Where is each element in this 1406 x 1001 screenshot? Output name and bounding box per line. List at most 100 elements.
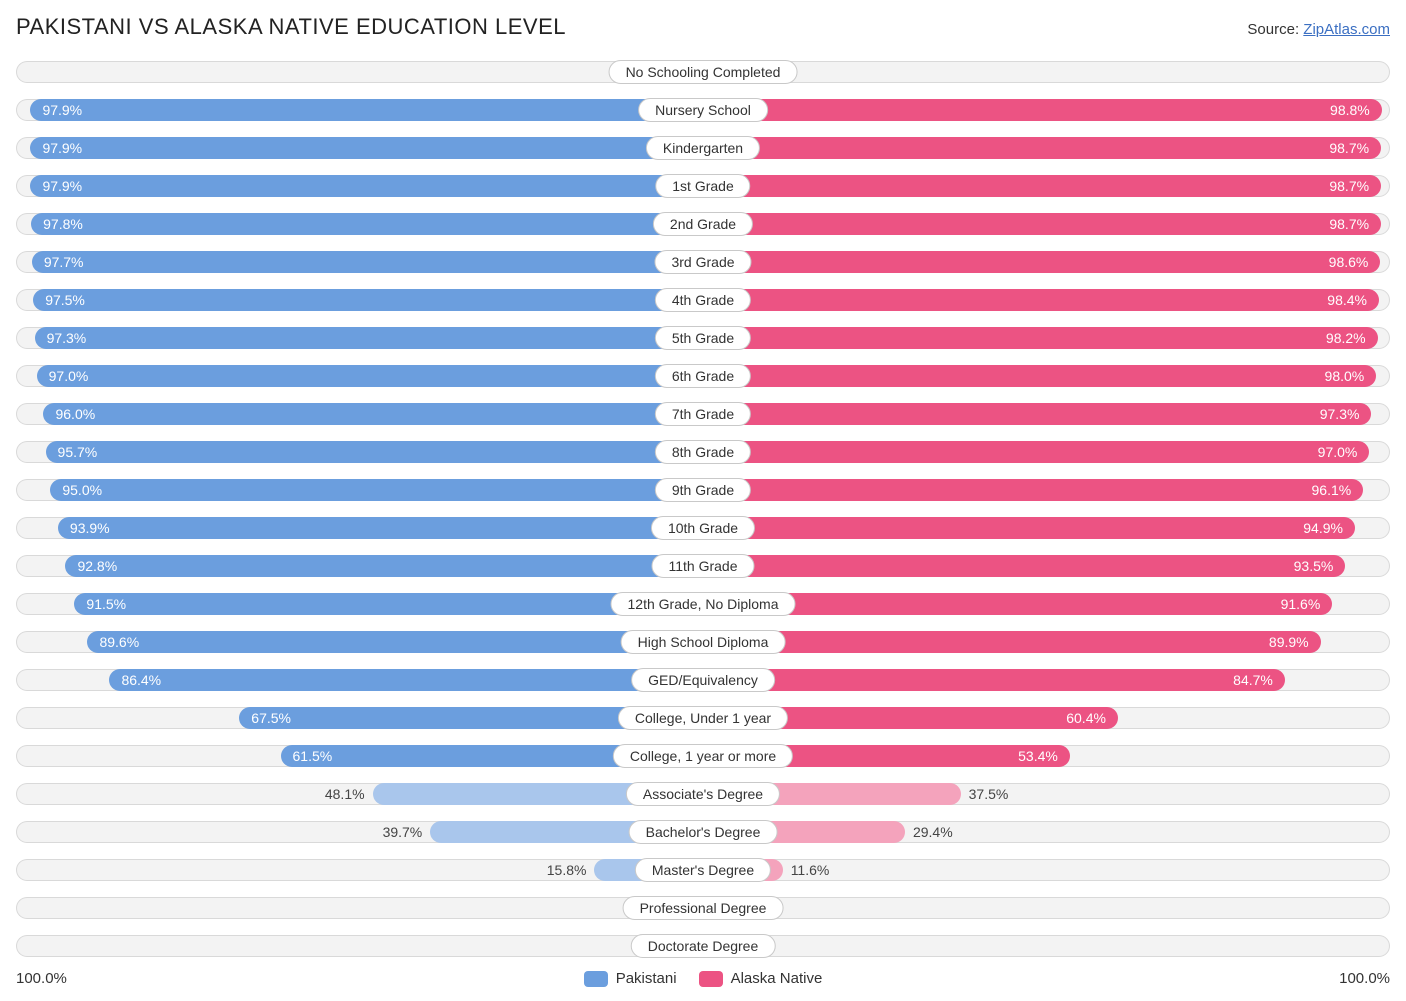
category-label: Doctorate Degree xyxy=(631,934,776,958)
value-left: 93.9% xyxy=(70,520,110,536)
value-right: 11.6% xyxy=(791,859,830,881)
chart-row: 61.5% 53.4% College, 1 year or more xyxy=(16,742,1390,770)
value-right: 60.4% xyxy=(1066,710,1106,726)
axis-max-right: 100.0% xyxy=(1339,970,1390,987)
value-right: 29.4% xyxy=(913,821,953,843)
value-left: 86.4% xyxy=(121,672,161,688)
bar-right: 98.7% xyxy=(703,213,1381,235)
category-label: 6th Grade xyxy=(655,364,751,388)
chart-row: 97.0% 98.0%6th Grade xyxy=(16,362,1390,390)
legend: Pakistani Alaska Native xyxy=(67,970,1339,987)
bar-left: 95.0% xyxy=(50,479,703,501)
value-right: 91.6% xyxy=(1281,596,1321,612)
category-label: Kindergarten xyxy=(646,136,760,160)
value-left: 97.9% xyxy=(42,178,82,194)
value-left: 95.7% xyxy=(58,444,98,460)
value-right: 84.7% xyxy=(1233,672,1273,688)
category-label: College, 1 year or more xyxy=(613,744,793,768)
category-label: No Schooling Completed xyxy=(609,60,798,84)
category-label: 7th Grade xyxy=(655,402,751,426)
value-left: 15.8% xyxy=(547,859,587,881)
category-label: 2nd Grade xyxy=(653,212,753,236)
value-left: 39.7% xyxy=(383,821,423,843)
category-label: GED/Equivalency xyxy=(631,668,775,692)
value-right: 98.6% xyxy=(1329,254,1369,270)
chart-row: 96.0% 97.3% 7th Grade xyxy=(16,400,1390,428)
legend-item-left: Pakistani xyxy=(584,970,677,987)
value-right: 98.2% xyxy=(1326,330,1366,346)
category-label: 9th Grade xyxy=(655,478,751,502)
chart-footer: 100.0% Pakistani Alaska Native 100.0% xyxy=(16,970,1390,987)
chart-row: 89.6%89.9%High School Diploma xyxy=(16,628,1390,656)
chart-row: 48.1%37.5%Associate's Degree xyxy=(16,780,1390,808)
value-right: 98.8% xyxy=(1330,102,1370,118)
value-left: 89.6% xyxy=(99,634,139,650)
value-left: 97.0% xyxy=(49,368,89,384)
value-left: 97.5% xyxy=(45,292,85,308)
bar-left: 97.8% xyxy=(31,213,703,235)
category-label: 3rd Grade xyxy=(654,250,751,274)
bar-right: 98.4% xyxy=(703,289,1379,311)
value-left: 97.3% xyxy=(47,330,87,346)
chart-row: 2.0%1.4%Doctorate Degree xyxy=(16,932,1390,960)
bar-left: 89.6% xyxy=(87,631,703,653)
bar-left: 95.7% xyxy=(46,441,703,463)
chart-title: PAKISTANI VS ALASKA NATIVE EDUCATION LEV… xyxy=(16,14,566,40)
value-left: 97.9% xyxy=(42,140,82,156)
chart-row: 97.8% 98.7% 2nd Grade xyxy=(16,210,1390,238)
chart-row: 2.1%1.5%No Schooling Completed xyxy=(16,58,1390,86)
chart-row: 91.5%91.6%12th Grade, No Diploma xyxy=(16,590,1390,618)
bar-left: 96.0% xyxy=(43,403,703,425)
category-label: Nursery School xyxy=(638,98,768,122)
chart-row: 95.0% 96.1% 9th Grade xyxy=(16,476,1390,504)
bar-left: 86.4% xyxy=(109,669,703,691)
value-left: 61.5% xyxy=(293,748,333,764)
legend-label-right: Alaska Native xyxy=(731,970,823,987)
value-right: 98.7% xyxy=(1329,178,1369,194)
bar-left: 92.8% xyxy=(65,555,703,577)
diverging-bar-chart: 2.1%1.5%No Schooling Completed 97.9% 98.8%… xyxy=(16,58,1390,960)
bar-right: 98.0% xyxy=(703,365,1376,387)
bar-left: 97.5% xyxy=(33,289,703,311)
source-label: Source: xyxy=(1247,21,1299,38)
bar-right: 98.8% xyxy=(703,99,1382,121)
chart-row: 93.9%94.9%10th Grade xyxy=(16,514,1390,542)
value-left: 95.0% xyxy=(62,482,102,498)
value-left: 67.5% xyxy=(251,710,291,726)
value-right: 96.1% xyxy=(1312,482,1352,498)
value-right: 37.5% xyxy=(969,783,1009,805)
source-link[interactable]: ZipAtlas.com xyxy=(1303,21,1390,38)
value-left: 97.9% xyxy=(42,102,82,118)
value-left: 97.7% xyxy=(44,254,84,270)
bar-left: 97.0% xyxy=(37,365,703,387)
chart-row: 97.3%98.2%5th Grade xyxy=(16,324,1390,352)
bar-left: 97.9% xyxy=(30,175,703,197)
bar-left: 97.3% xyxy=(35,327,703,349)
bar-right: 93.5% xyxy=(703,555,1345,577)
chart-row: 97.7% 98.6% 3rd Grade xyxy=(16,248,1390,276)
category-label: 10th Grade xyxy=(651,516,755,540)
value-right: 93.5% xyxy=(1294,558,1334,574)
legend-swatch-right xyxy=(699,971,723,987)
chart-row: 86.4% 84.7% GED/Equivalency xyxy=(16,666,1390,694)
bar-right: 98.6% xyxy=(703,251,1380,273)
value-right: 98.7% xyxy=(1329,216,1369,232)
chart-row: 97.9% 98.8% Nursery School xyxy=(16,96,1390,124)
category-label: 8th Grade xyxy=(655,440,751,464)
legend-item-right: Alaska Native xyxy=(699,970,823,987)
bar-right: 98.7% xyxy=(703,175,1381,197)
value-left: 96.0% xyxy=(55,406,95,422)
value-right: 53.4% xyxy=(1018,748,1058,764)
bar-left: 97.9% xyxy=(30,137,703,159)
chart-row: 67.5%60.4%College, Under 1 year xyxy=(16,704,1390,732)
value-left: 48.1% xyxy=(325,783,365,805)
chart-row: 92.8% 93.5% 11th Grade xyxy=(16,552,1390,580)
value-right: 97.3% xyxy=(1320,406,1360,422)
value-right: 98.7% xyxy=(1329,140,1369,156)
chart-row: 97.9% 98.7% Kindergarten xyxy=(16,134,1390,162)
category-label: High School Diploma xyxy=(621,630,786,654)
source-attribution: Source: ZipAtlas.com xyxy=(1247,21,1390,38)
value-left: 97.8% xyxy=(43,216,83,232)
bar-right: 91.6% xyxy=(703,593,1332,615)
category-label: 11th Grade xyxy=(651,554,754,578)
